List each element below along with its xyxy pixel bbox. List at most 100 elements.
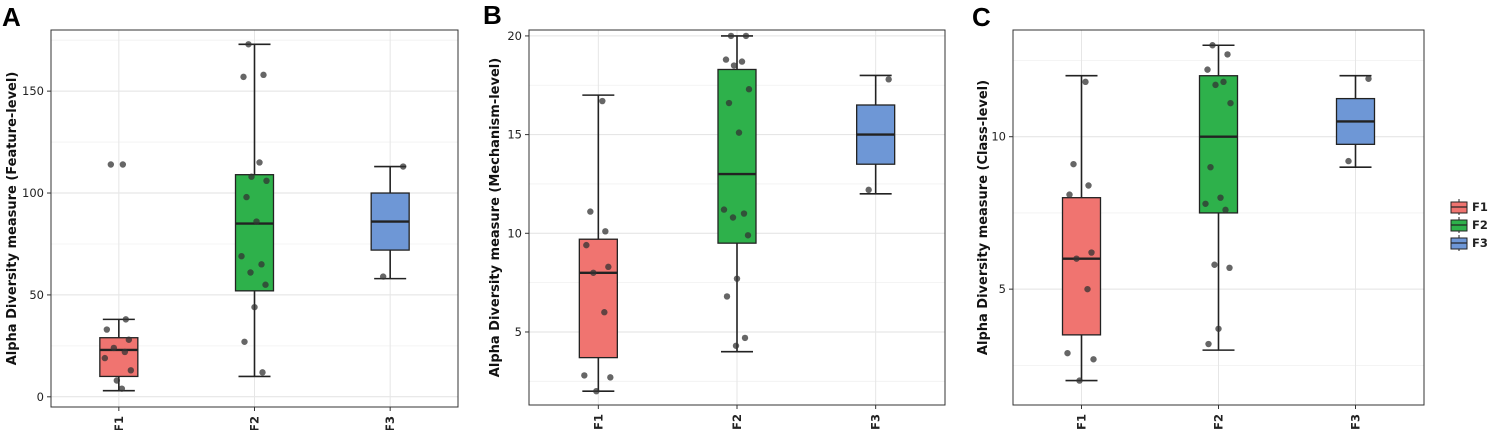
x-tick-label: F1: [112, 416, 126, 430]
data-point: [607, 374, 614, 381]
data-point: [253, 218, 260, 225]
data-point: [723, 293, 731, 300]
plot-frame: [528, 29, 946, 406]
data-point: [1085, 182, 1092, 189]
data-point: [103, 326, 111, 333]
data-point: [602, 228, 609, 235]
data-point: [1212, 81, 1219, 89]
data-point: [581, 372, 588, 379]
data-point: [725, 99, 733, 107]
data-point: [741, 334, 749, 342]
data-point: [247, 269, 254, 276]
x-tick-label: F1: [591, 414, 605, 430]
y-tick-label: 50: [29, 288, 44, 302]
data-point: [1204, 66, 1211, 73]
data-point: [1207, 163, 1214, 171]
data-point: [243, 193, 250, 201]
data-point: [742, 32, 750, 40]
data-point: [722, 56, 730, 63]
data-point: [1202, 200, 1209, 207]
data-point: [251, 303, 258, 311]
data-point: [729, 214, 737, 221]
panel-B: 5 10 15 20 F1 F2 F3 Alpha Diversity measure (Me…: [483, 0, 946, 430]
data-point: [1090, 356, 1097, 363]
data-point: [1066, 191, 1073, 198]
y-tick-label: 0: [37, 390, 44, 404]
data-point: [1220, 78, 1227, 86]
y-axis-label: Alpha Diversity measure (Feature-level): [5, 72, 20, 366]
data-point: [1224, 51, 1231, 58]
y-tick-label: 20: [507, 29, 522, 43]
data-point: [101, 354, 109, 362]
data-point: [593, 387, 600, 395]
panel-A: 0 50 100 150 F1 F2 F3 Alpha Diversity measure (…: [2, 2, 459, 430]
data-point: [744, 232, 752, 239]
data-point: [241, 338, 248, 345]
legend-label-F3: F3: [1472, 236, 1488, 250]
data-point: [1215, 325, 1222, 332]
y-tick-label: 10: [507, 226, 522, 240]
data-point: [245, 41, 252, 48]
data-point: [259, 369, 266, 376]
data-point: [399, 163, 407, 170]
data-point: [258, 261, 265, 268]
box-F2: [234, 174, 275, 292]
data-point: [1064, 349, 1071, 357]
data-point: [125, 336, 133, 343]
data-point: [1222, 206, 1229, 214]
data-point: [1073, 255, 1080, 262]
data-point: [121, 348, 129, 356]
data-point: [260, 71, 267, 79]
y-tick-label: 10: [991, 130, 1006, 144]
data-point: [587, 208, 594, 215]
data-point: [1088, 249, 1095, 256]
data-point: [263, 177, 270, 184]
x-tick-label: F2: [1212, 414, 1226, 430]
y-tick-label: 5: [999, 282, 1006, 296]
y-tick-label: 15: [507, 128, 522, 142]
data-point: [118, 385, 126, 392]
data-point: [107, 161, 115, 168]
x-tick-label: F2: [730, 414, 744, 430]
data-point: [1076, 377, 1083, 384]
data-point: [732, 342, 740, 349]
panel-letter: A: [2, 2, 21, 32]
data-point: [1211, 261, 1218, 268]
data-point: [1365, 75, 1372, 82]
data-point: [1070, 160, 1077, 168]
data-point: [885, 76, 892, 83]
data-point: [733, 275, 741, 282]
data-point: [256, 159, 263, 166]
data-point: [865, 186, 872, 194]
data-point: [601, 309, 608, 316]
data-point: [727, 32, 735, 40]
data-point: [127, 367, 135, 374]
data-point: [110, 344, 118, 352]
plot-frame: [1012, 29, 1425, 406]
data-point: [583, 241, 590, 249]
box-F2: [1198, 75, 1239, 214]
data-point: [738, 58, 746, 65]
data-point: [1205, 340, 1212, 348]
box-F1: [1061, 197, 1102, 336]
panel-letter: B: [483, 0, 502, 30]
data-point: [1082, 78, 1089, 86]
data-point: [1217, 194, 1224, 201]
legend: F1 F2 F3: [1450, 199, 1488, 251]
legend-label-F2: F2: [1472, 218, 1488, 232]
data-point: [119, 161, 127, 168]
data-point: [730, 62, 738, 69]
data-point: [113, 377, 121, 384]
data-point: [262, 281, 269, 288]
x-tick-label: F3: [1349, 414, 1363, 430]
x-tick-label: F1: [1075, 414, 1089, 430]
data-point: [1227, 99, 1234, 107]
panel-letter: C: [972, 2, 991, 32]
data-point: [248, 173, 255, 180]
data-point: [379, 273, 387, 280]
data-point: [735, 129, 743, 136]
data-point: [599, 97, 606, 105]
box-F2: [717, 68, 757, 244]
data-point: [740, 210, 748, 217]
